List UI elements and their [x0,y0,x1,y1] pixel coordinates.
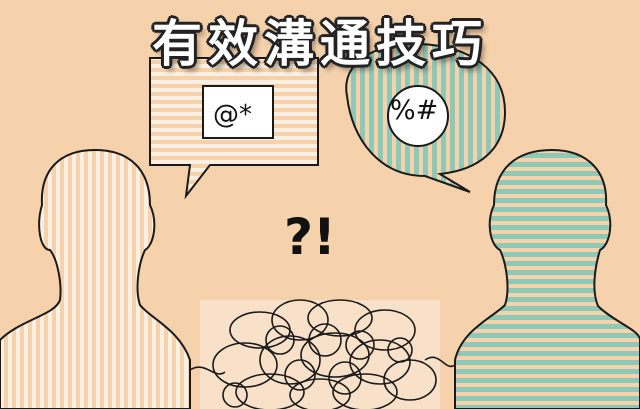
left-person [0,148,191,409]
tangle-scribble [189,299,456,409]
confusion-mark: ?! [284,208,336,266]
right-speech-bubble [345,42,507,193]
left-bubble-symbol: @* [213,100,252,130]
page-title: 有效溝通技巧 [152,14,488,73]
right-person [454,148,640,409]
right-bubble-symbol: %# [390,95,439,126]
left-speech-bubble [149,57,319,200]
